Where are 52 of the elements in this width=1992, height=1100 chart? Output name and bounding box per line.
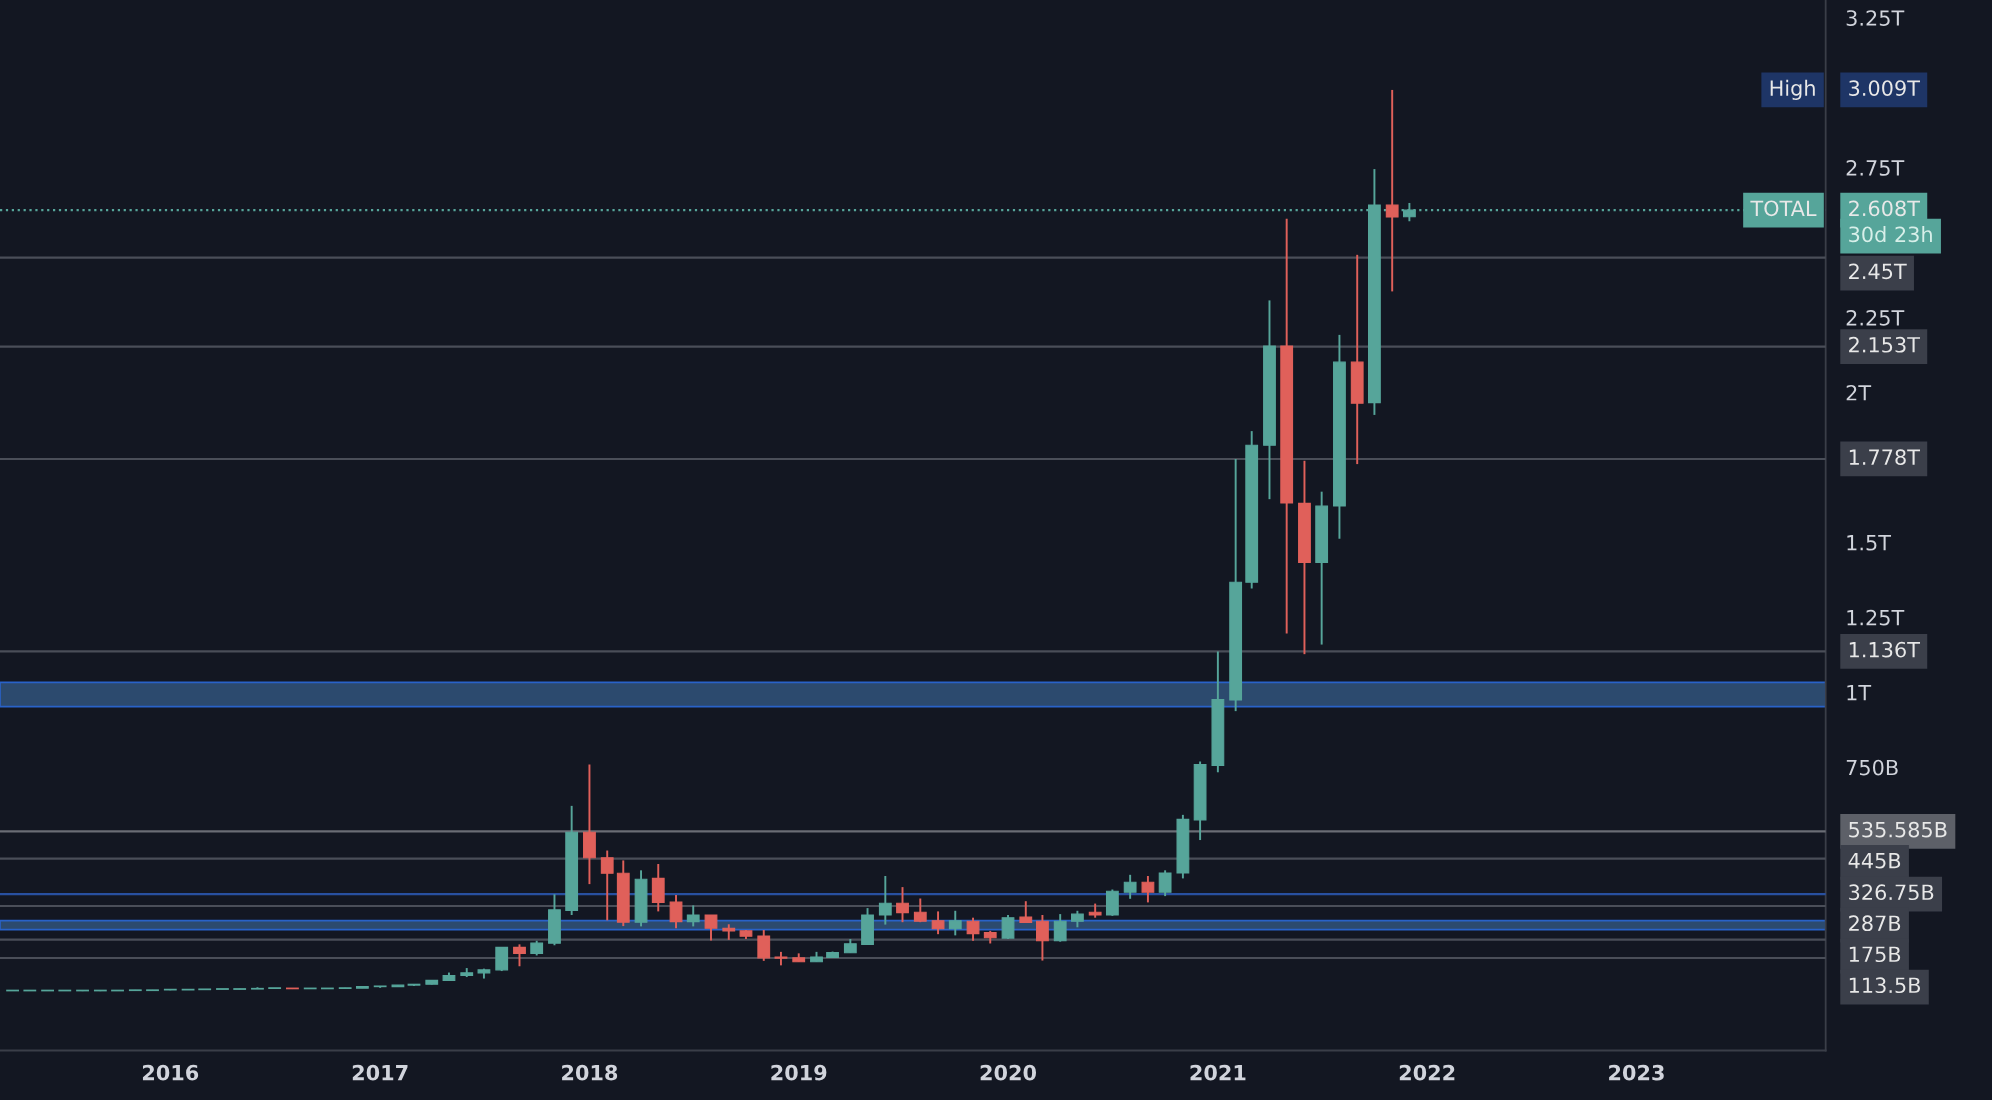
x-tick-label: 2016 — [142, 1064, 199, 1081]
candlestick — [1141, 875, 1155, 904]
x-tick-label: 2021 — [1190, 1064, 1246, 1081]
candlestick — [651, 863, 665, 913]
x-tick-label: 2019 — [771, 1064, 827, 1081]
x-tick-label: 2023 — [1609, 1064, 1664, 1081]
y-tick-label: 2.75T — [1846, 160, 1905, 176]
text: 30d 23h — [1849, 226, 1932, 243]
candlestick — [686, 904, 700, 928]
text: 3.009T — [1849, 80, 1920, 96]
ref-line-label: 1.136T — [1849, 641, 1920, 658]
candlestick — [1105, 888, 1119, 917]
candlestick — [1123, 873, 1137, 900]
y-tick-label: 1T — [1847, 684, 1872, 701]
ref-line-label: 1.778T — [1849, 449, 1920, 466]
x-tick-label: 2018 — [562, 1064, 618, 1081]
y-tick-label: 1.25T — [1847, 609, 1905, 626]
candlestick — [704, 914, 718, 942]
candlestick — [931, 910, 945, 936]
x-tick-label: 2017 — [352, 1064, 408, 1081]
ref-line-label: 287B — [1849, 915, 1901, 932]
candlestick — [1019, 900, 1033, 924]
candlestick — [1158, 869, 1172, 898]
candlestick — [513, 943, 526, 968]
y-tick-label: 750B — [1846, 759, 1898, 776]
ref-line-label: 175B — [1849, 946, 1901, 963]
ref-line-label: 445B — [1848, 853, 1901, 869]
candlestick — [669, 893, 683, 930]
candlestick — [1036, 914, 1049, 962]
ref-line-label: 535.585B — [1849, 821, 1947, 838]
annotation: TOTAL — [1750, 200, 1817, 217]
candlestick — [600, 849, 614, 922]
ref-line-label: 2.153T — [1849, 336, 1920, 353]
candlestick — [1385, 88, 1399, 293]
candlestick — [1053, 913, 1067, 943]
legend-label: 113.5B — [1849, 977, 1921, 994]
candlestick — [757, 929, 771, 962]
candlestick — [1001, 914, 1015, 940]
y-tick-label: 2T — [1846, 384, 1872, 401]
y-tick-label: 3.25T — [1846, 10, 1905, 26]
candlestick — [966, 916, 980, 942]
x-tick-label: 2022 — [1399, 1064, 1455, 1081]
ref-line-label: 2.608T — [1849, 200, 1920, 217]
y-tick-label: 1.5T — [1847, 535, 1892, 551]
candlestick — [896, 886, 909, 924]
ref-line-label: 326.75B — [1849, 884, 1934, 901]
ref-line-label: 2.45T — [1849, 263, 1907, 280]
candlestick — [948, 909, 962, 937]
candlestick — [878, 875, 892, 926]
annotation: High — [1770, 79, 1815, 101]
y-tick-label: 2.25T — [1846, 309, 1905, 326]
x-tick-label: 2020 — [980, 1064, 1037, 1081]
